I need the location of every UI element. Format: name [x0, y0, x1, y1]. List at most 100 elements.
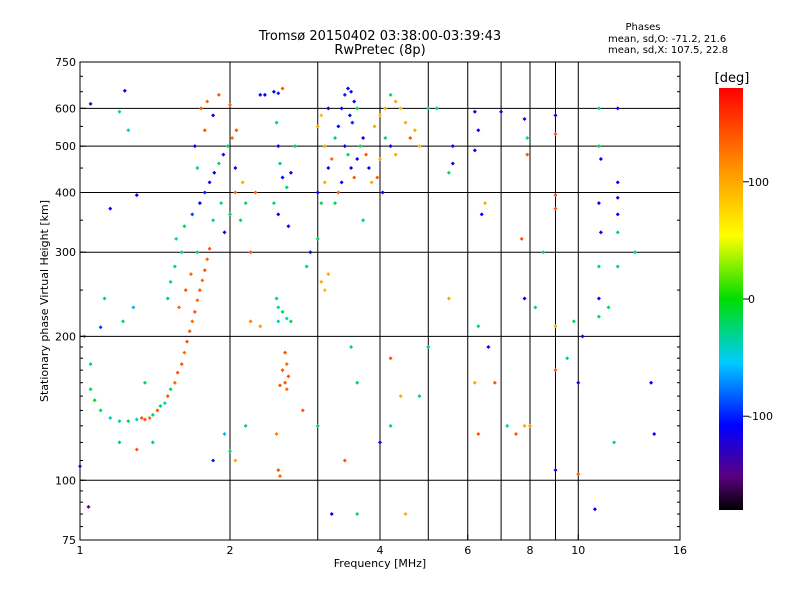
data-point [192, 144, 197, 149]
data-point [615, 180, 620, 185]
x-axis: 1 2 4 6 8 10 16 [77, 534, 687, 557]
data-point [355, 380, 360, 385]
data-point [472, 380, 477, 385]
data-point [211, 458, 216, 463]
data-point [283, 380, 288, 385]
data-point [292, 144, 297, 149]
data-point [486, 345, 491, 350]
data-point [288, 170, 293, 175]
data-point [553, 193, 558, 198]
data-point [262, 92, 267, 97]
data-point [528, 423, 532, 428]
data-point [426, 345, 431, 350]
data-point [615, 106, 620, 111]
data-point [541, 250, 546, 255]
data-point [326, 106, 331, 111]
data-point [126, 419, 131, 424]
data-point [228, 449, 232, 454]
data-point [322, 180, 327, 185]
y-tick-label: 500 [55, 140, 76, 153]
data-point [219, 201, 224, 206]
data-point [150, 440, 155, 445]
data-point [187, 329, 192, 334]
phase-legend-o: mean, sd,O: -71.2, 21.6 [608, 34, 726, 45]
data-point [553, 206, 558, 211]
data-point [383, 136, 388, 141]
data-point [612, 440, 617, 445]
data-point [147, 415, 152, 420]
data-point [339, 180, 344, 185]
data-point [553, 113, 558, 118]
data-point [319, 113, 324, 118]
data-point [355, 512, 360, 517]
data-point [258, 92, 263, 97]
data-point [336, 124, 341, 129]
data-point [280, 175, 285, 180]
x-axis-title: Frequency [MHz] [334, 557, 426, 570]
data-point [88, 101, 93, 106]
data-point [345, 86, 350, 91]
data-point [168, 279, 173, 284]
data-point [199, 106, 204, 111]
data-point [155, 408, 160, 413]
data-point [202, 268, 207, 273]
data-point [102, 296, 107, 301]
data-point [342, 458, 347, 463]
data-point [190, 212, 195, 217]
data-point [131, 305, 136, 310]
x-tick-label: 1 [77, 544, 84, 557]
data-point [408, 136, 413, 141]
data-point [598, 157, 603, 162]
data-point [580, 334, 585, 339]
data-point [615, 195, 620, 200]
data-point [476, 431, 481, 436]
data-point [361, 218, 366, 223]
data-point [150, 412, 155, 417]
data-point [472, 109, 477, 114]
data-point [88, 362, 93, 367]
data-point [276, 319, 281, 324]
data-point [238, 218, 243, 223]
data-point [195, 250, 200, 255]
data-point [361, 136, 366, 141]
colorbar-tick-label: 0 [748, 293, 755, 306]
data-point [483, 201, 488, 206]
data-point [288, 319, 293, 324]
data-point [200, 278, 205, 283]
colorbar-tick-label: -100 [748, 410, 773, 423]
data-point [322, 288, 327, 293]
data-point [596, 201, 601, 206]
data-point [221, 152, 226, 157]
data-point [388, 356, 393, 361]
data-point [499, 109, 504, 114]
data-point [197, 201, 202, 206]
data-point [212, 170, 217, 175]
x-tick-label: 4 [377, 544, 384, 557]
data-point [596, 264, 601, 269]
data-point [522, 116, 527, 121]
data-point [276, 305, 281, 310]
data-point [240, 180, 245, 185]
data-point [172, 264, 177, 269]
x-tick-label: 6 [464, 544, 471, 557]
data-point [378, 157, 382, 162]
data-point [122, 88, 127, 93]
data-point [202, 190, 207, 195]
data-point [372, 124, 377, 129]
data-point [274, 296, 279, 301]
data-point [284, 387, 289, 392]
data-point [315, 124, 320, 129]
data-point [286, 224, 291, 229]
data-point [403, 512, 408, 517]
data-point [333, 136, 338, 141]
colorbar-ticks: 100 0 -100 [743, 176, 773, 423]
data-point [342, 92, 347, 97]
data-point [319, 279, 324, 284]
data-point [333, 201, 338, 206]
data-point [319, 201, 324, 206]
data-point [185, 339, 190, 344]
y-tick-label: 200 [55, 330, 76, 343]
data-point [383, 106, 388, 111]
data-point [207, 246, 212, 251]
